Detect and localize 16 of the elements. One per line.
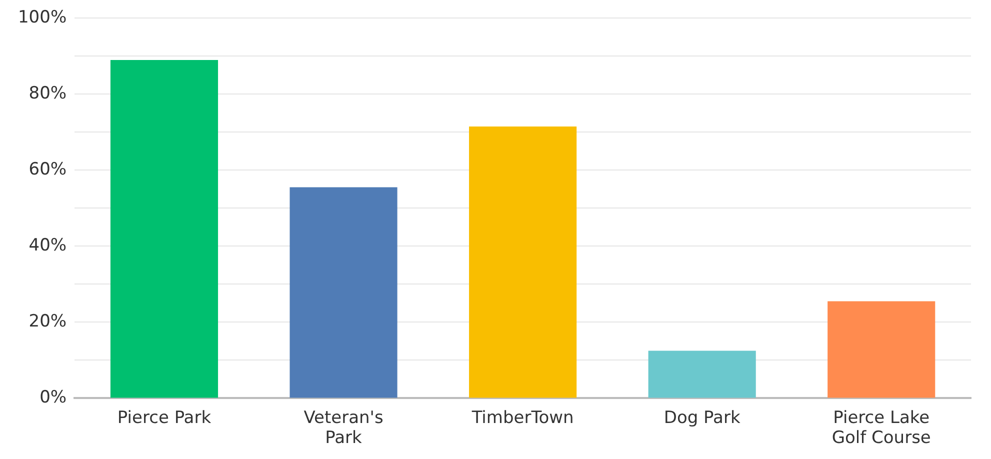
y-tick-label: 80%: [28, 84, 67, 104]
y-tick-label: 0%: [40, 388, 67, 408]
bar: [110, 60, 218, 398]
y-tick-label: 100%: [18, 8, 67, 28]
x-tick-label: TimberTown: [470, 408, 574, 428]
y-tick-label: 20%: [28, 312, 67, 332]
bar: [828, 301, 936, 398]
bar: [648, 350, 756, 398]
x-tick-label: Pierce Park: [117, 408, 212, 428]
x-tick-label: Veteran's Park: [304, 408, 384, 448]
y-tick-label: 60%: [28, 160, 67, 180]
x-tick-label: Pierce Lake Golf Course: [832, 408, 931, 448]
x-tick-label: Dog Park: [664, 408, 740, 428]
bar: [290, 187, 398, 398]
y-tick-label: 40%: [28, 236, 67, 256]
bar: [469, 126, 577, 398]
